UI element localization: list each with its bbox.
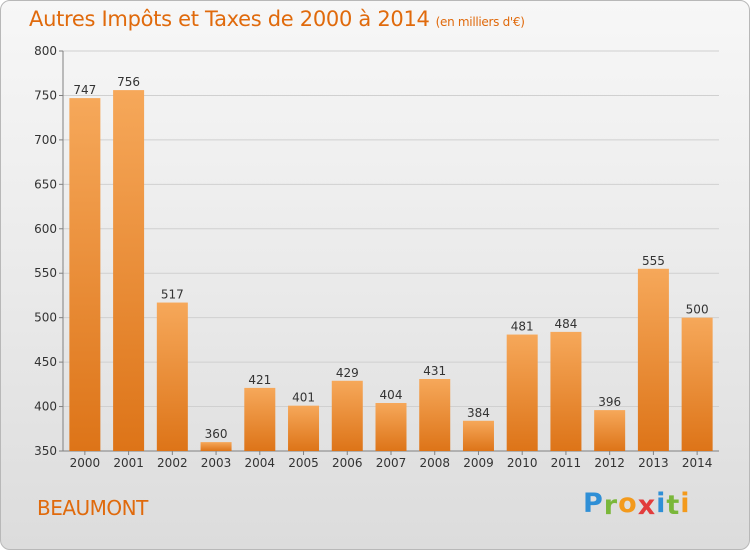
- chart-subtitle: (en milliers d'€): [435, 15, 525, 29]
- data-label-2010: 481: [511, 320, 534, 334]
- bar-2004: [244, 387, 276, 451]
- logo-letter: o: [618, 488, 638, 519]
- y-tick-label: 750: [34, 88, 57, 102]
- data-label-2013: 555: [642, 254, 665, 268]
- y-tick-label: 650: [34, 177, 57, 191]
- y-tick-label: 400: [34, 400, 57, 414]
- bar-2002: [156, 302, 188, 451]
- x-tick-label-2001: 2001: [113, 456, 144, 470]
- data-label-2006: 429: [336, 366, 359, 380]
- x-tick-label-2000: 2000: [70, 456, 101, 470]
- x-tick-label-2011: 2011: [551, 456, 582, 470]
- bar-2001: [113, 90, 145, 451]
- logo-letter: P: [583, 488, 604, 519]
- chart-title-text: Autres Impôts et Taxes de 2000 à 2014: [29, 7, 430, 31]
- x-tick-label-2010: 2010: [507, 456, 538, 470]
- x-tick-label-2014: 2014: [682, 456, 713, 470]
- x-tick-label-2012: 2012: [594, 456, 625, 470]
- data-label-2007: 404: [380, 388, 403, 402]
- bar-2008: [419, 379, 451, 451]
- data-label-2014: 500: [686, 303, 709, 317]
- y-tick-label: 800: [34, 44, 57, 58]
- data-label-2003: 360: [205, 427, 228, 441]
- logo-letter: i: [656, 488, 667, 519]
- logo-letter: r: [603, 490, 619, 521]
- bar-2000: [69, 98, 101, 451]
- logo-letter: x: [637, 490, 657, 521]
- labels: 350 400 450 500 550 600 650 700 750 800 747 2000 756…: [34, 44, 712, 470]
- bar-2005: [288, 405, 320, 451]
- y-tick-label: 550: [34, 266, 57, 280]
- bar-2012: [594, 410, 626, 451]
- data-label-2002: 517: [161, 288, 184, 302]
- bars: [69, 90, 713, 451]
- x-tick-label-2004: 2004: [245, 456, 276, 470]
- data-label-2005: 401: [292, 391, 315, 405]
- proxiti-logo: Proxiti: [583, 488, 691, 521]
- bar-2011: [550, 331, 582, 451]
- data-label-2004: 421: [248, 373, 271, 387]
- x-tick-label-2006: 2006: [332, 456, 363, 470]
- commune-name: BEAUMONT: [37, 496, 148, 520]
- x-tick-label-2007: 2007: [376, 456, 407, 470]
- x-tick-label-2002: 2002: [157, 456, 188, 470]
- y-tick-label: 500: [34, 311, 57, 325]
- bar-2007: [375, 403, 407, 451]
- data-label-2011: 484: [554, 317, 577, 331]
- y-tick-label: 700: [34, 133, 57, 147]
- chart-title: Autres Impôts et Taxes de 2000 à 2014 (en…: [29, 7, 525, 31]
- bar-2014: [681, 317, 713, 451]
- x-tick-label-2008: 2008: [419, 456, 450, 470]
- data-label-2000: 747: [73, 83, 96, 97]
- logo-letter: i: [680, 488, 691, 519]
- y-tick-label: 350: [34, 444, 57, 458]
- bar-2009: [462, 420, 494, 451]
- x-tick-label-2009: 2009: [463, 456, 494, 470]
- data-label-2001: 756: [117, 75, 140, 89]
- bar-2003: [200, 442, 232, 451]
- bar-2013: [637, 268, 669, 451]
- logo-letter: t: [666, 490, 681, 521]
- x-tick-label-2005: 2005: [288, 456, 319, 470]
- x-tick-label-2003: 2003: [201, 456, 232, 470]
- x-tick-label-2013: 2013: [638, 456, 669, 470]
- data-label-2009: 384: [467, 406, 490, 420]
- y-tick-label: 600: [34, 222, 57, 236]
- bar-2010: [506, 334, 538, 451]
- data-label-2012: 396: [598, 395, 621, 409]
- data-label-2008: 431: [423, 364, 446, 378]
- y-tick-label: 450: [34, 355, 57, 369]
- bar-2006: [331, 380, 363, 451]
